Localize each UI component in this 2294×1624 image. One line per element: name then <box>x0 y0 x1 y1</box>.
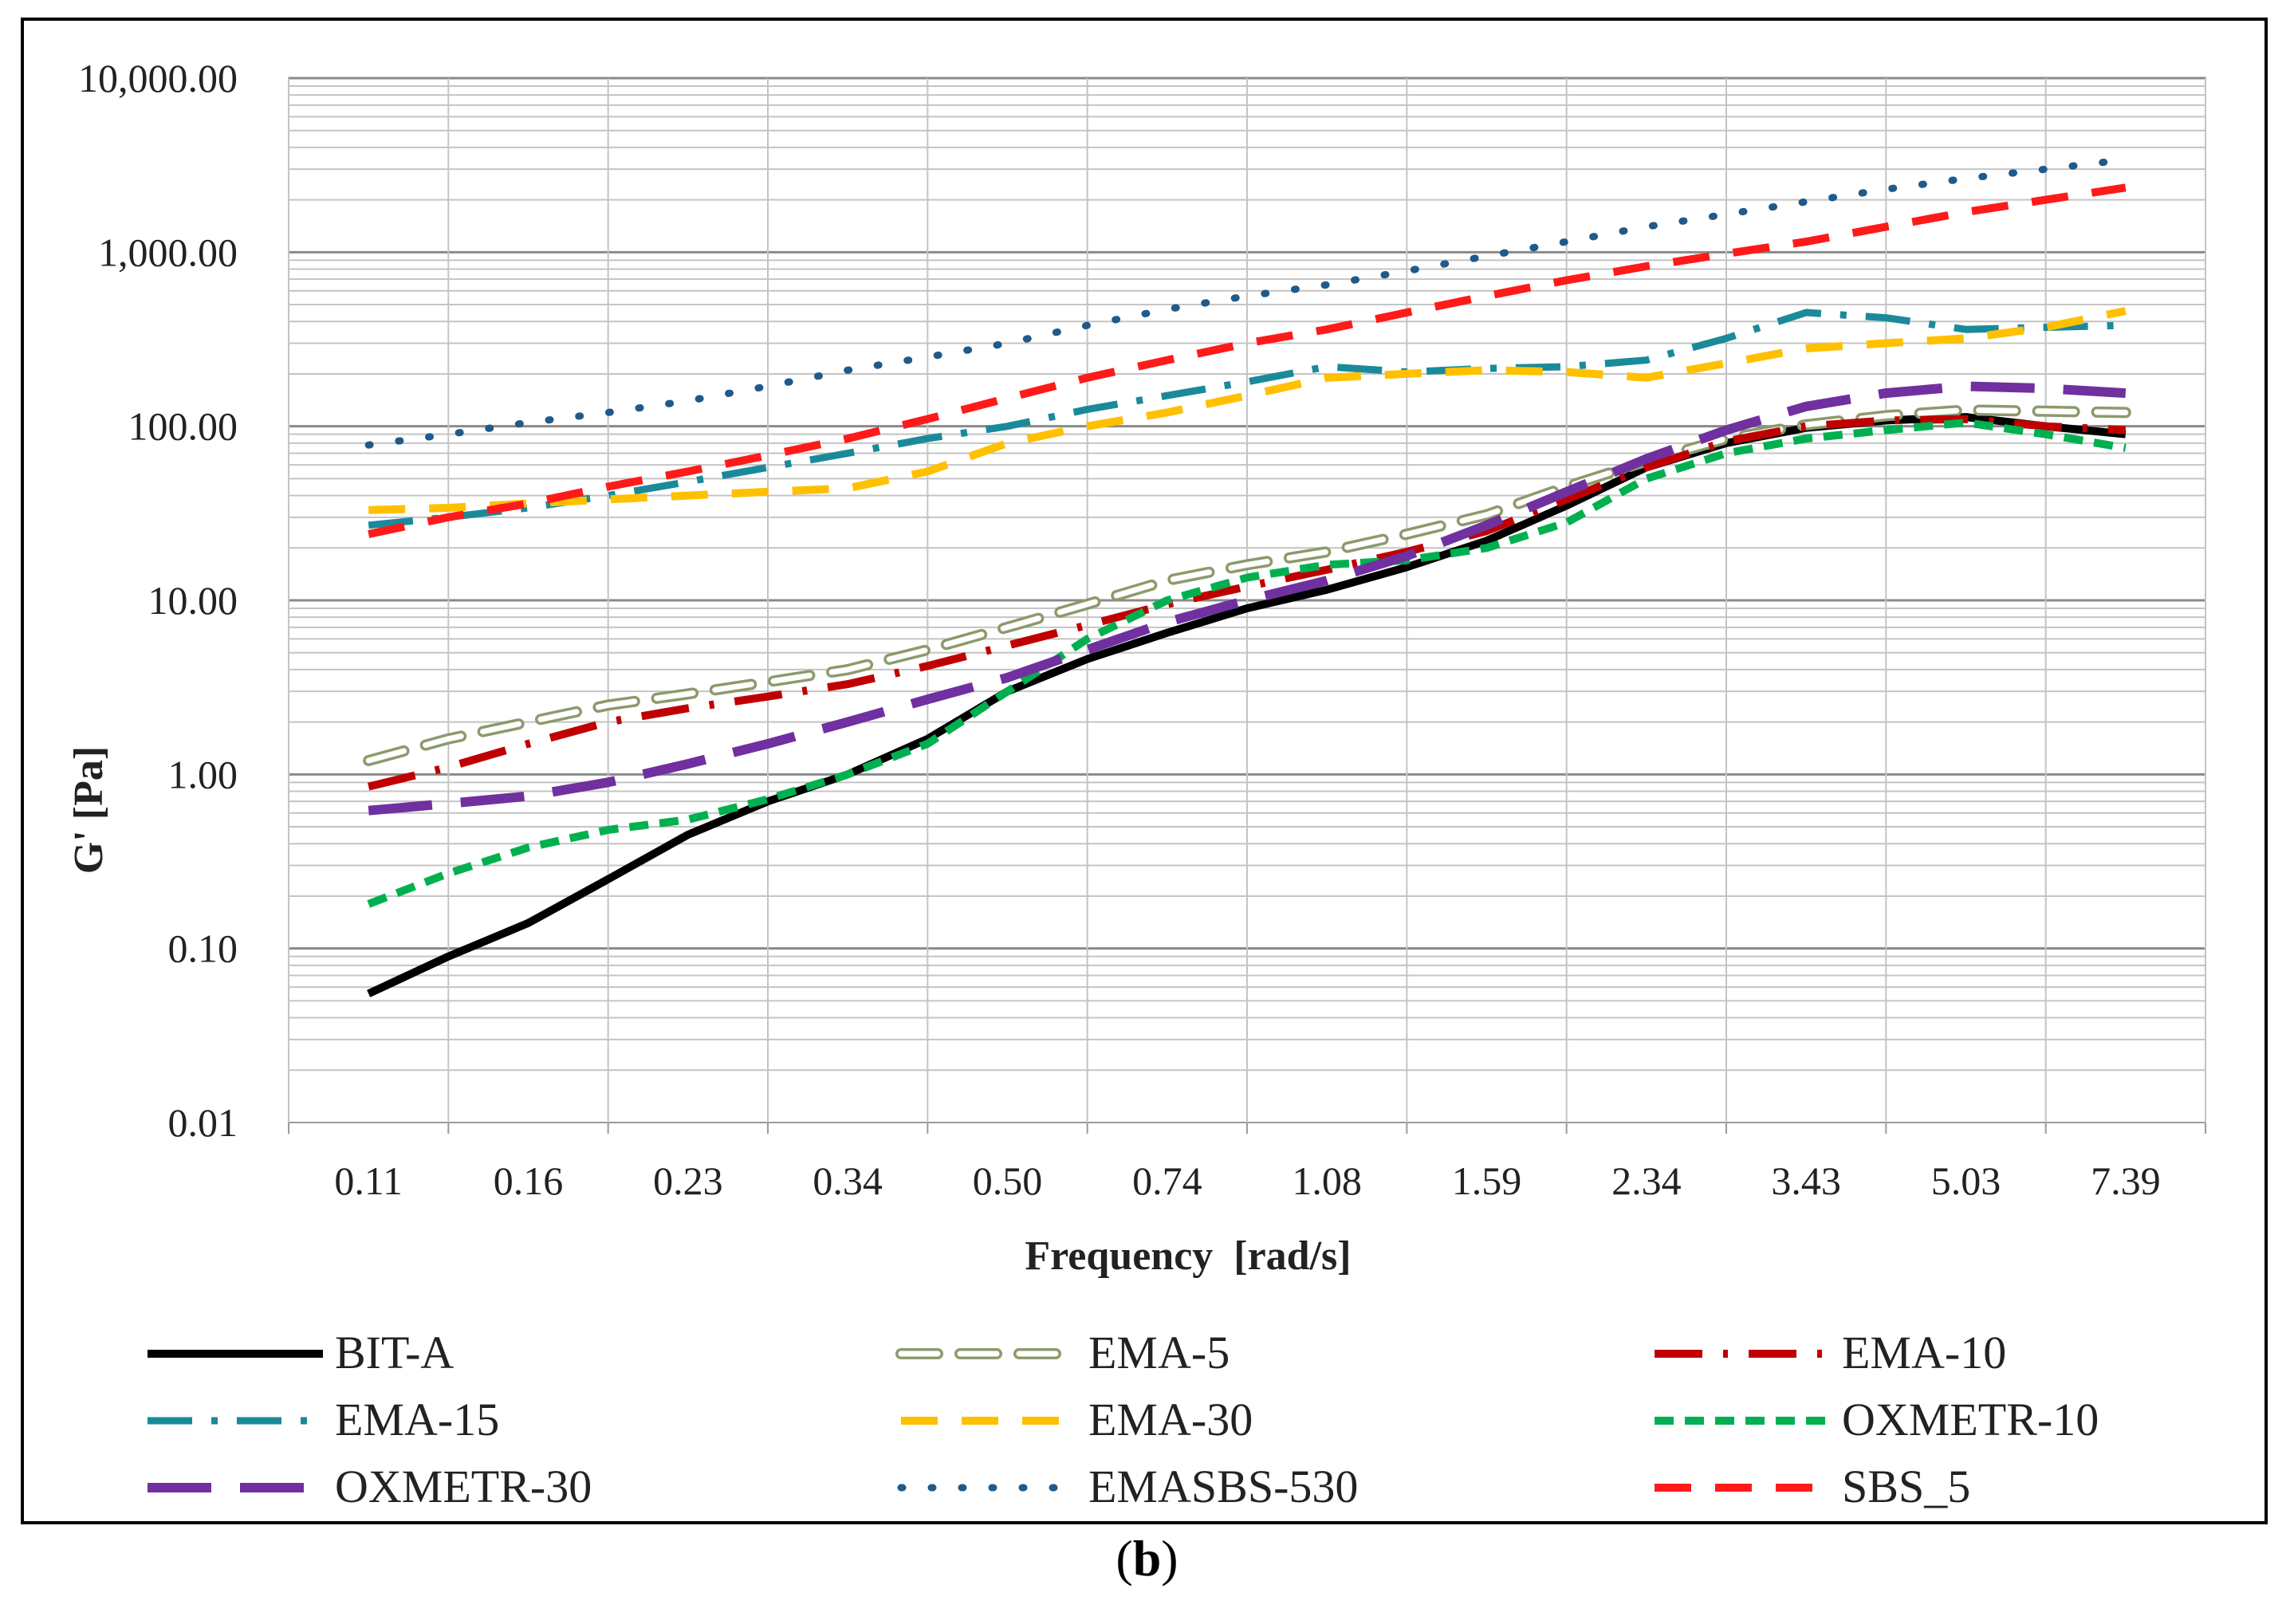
y-tick-label: 0.01 <box>168 1100 238 1145</box>
x-tick-label: 0.74 <box>1132 1158 1202 1203</box>
x-tick-label: 0.34 <box>813 1158 883 1203</box>
y-tick-label: 1.00 <box>168 752 238 796</box>
legend-label-oxmetr-10: OXMETR-10 <box>1842 1394 2099 1445</box>
legend-label-emasbs-530: EMASBS-530 <box>1088 1461 1358 1512</box>
x-tick-label: 1.08 <box>1292 1158 1362 1203</box>
legend-label-bit-a: BIT-A <box>335 1327 454 1378</box>
x-axis-title: Frequency [rad/s] <box>1025 1233 1351 1279</box>
x-tick-label: 0.23 <box>653 1158 723 1203</box>
legend-label-oxmetr-30: OXMETR-30 <box>335 1461 592 1512</box>
caption-letter: b <box>1132 1530 1162 1587</box>
x-tick-label: 3.43 <box>1771 1158 1841 1203</box>
series-line-emasbs-530 <box>364 155 2130 449</box>
y-tick-label: 10,000.00 <box>78 56 238 100</box>
legend-label-ema-10: EMA-10 <box>1842 1327 2006 1378</box>
series-line-ema-15 <box>368 309 2126 529</box>
figure-frame: 0.01 0.10 1.00 10.00 100.00 1,000.00 10,000.00… <box>21 18 2268 1524</box>
series-line-oxmetr-10 <box>367 419 2127 908</box>
series-lines <box>363 155 2131 997</box>
legend: BIT-A EMA-5 EMA-10 EMA-15 EMA-30 OXMETR-10 OXM… <box>148 1327 2099 1512</box>
x-tick-label: 0.11 <box>334 1158 403 1203</box>
legend-label-ema-30: EMA-30 <box>1088 1394 1253 1445</box>
y-tick-label: 10.00 <box>148 578 238 623</box>
grid <box>288 77 2206 1134</box>
legend-label-ema-15: EMA-15 <box>335 1394 499 1445</box>
series-line-ema-30 <box>368 307 2127 514</box>
x-axis-ticks: 0.11 0.16 0.23 0.34 0.50 0.74 1.08 1.59 2.34 3.43… <box>334 1158 2160 1203</box>
y-axis-ticks: 0.01 0.10 1.00 10.00 100.00 1,000.00 10,000.00 <box>78 56 238 1145</box>
x-tick-label: 0.16 <box>494 1158 564 1203</box>
series-line-ema-10 <box>368 415 2127 791</box>
figure-caption: (b) <box>1116 1530 1178 1587</box>
y-axis-title: G' [Pa] <box>66 746 112 874</box>
x-tick-label: 0.50 <box>973 1158 1043 1203</box>
x-tick-label: 2.34 <box>1611 1158 1682 1203</box>
x-tick-label: 7.39 <box>2091 1158 2161 1203</box>
chart: 0.01 0.10 1.00 10.00 100.00 1,000.00 10,000.00… <box>66 56 2206 1512</box>
y-tick-label: 1,000.00 <box>98 230 238 274</box>
y-tick-label: 0.10 <box>168 926 238 971</box>
x-tick-label: 1.59 <box>1452 1158 1522 1203</box>
legend-label-sbs-5: SBS_5 <box>1842 1461 1970 1512</box>
x-tick-label: 5.03 <box>1931 1158 2001 1203</box>
y-tick-label: 100.00 <box>128 404 238 449</box>
series-line-oxmetr-30 <box>368 381 2127 816</box>
legend-label-ema-5: EMA-5 <box>1088 1327 1230 1378</box>
